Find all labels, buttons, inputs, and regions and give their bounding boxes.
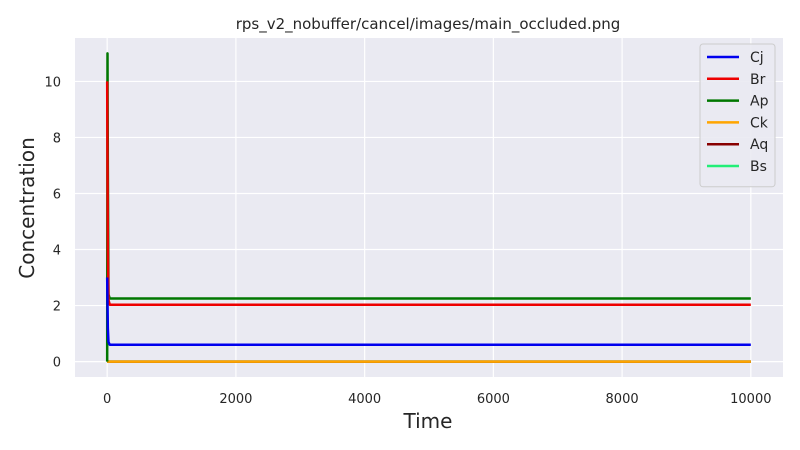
y-tick-label: 4: [53, 244, 61, 259]
x-tick-label: 6000: [477, 392, 510, 407]
x-tick-label: 8000: [606, 392, 639, 407]
legend-label-ap: Ap: [750, 94, 769, 110]
x-tick-label: 2000: [219, 392, 252, 407]
x-tick-label: 4000: [348, 392, 381, 407]
legend-label-br: Br: [750, 72, 766, 88]
x-tick-label: 10000: [730, 392, 771, 407]
y-tick-label: 6: [53, 187, 61, 202]
y-tick-label: 0: [53, 356, 61, 371]
series-lines: [105, 52, 751, 363]
y-tick-label: 8: [53, 131, 61, 146]
x-axis-label: Time: [403, 409, 453, 433]
legend: Cj Br Ap Ck Aq Bs: [699, 43, 776, 188]
y-tick-label: 2: [53, 300, 61, 315]
y-tick-label: 10: [44, 75, 61, 90]
x-tick-labels: 0 2000 4000 6000 8000 10000: [103, 392, 771, 407]
legend-label-cj: Cj: [750, 50, 764, 66]
series-line-cj: [105, 277, 751, 347]
legend-label-ck: Ck: [750, 115, 769, 131]
legend-label-aq: Aq: [750, 137, 768, 153]
chart-title: rps_v2_nobuffer/cancel/images/main_occlu…: [236, 15, 621, 34]
y-tick-labels: 0 2 4 6 8 10: [44, 75, 61, 370]
x-tick-label: 0: [103, 392, 111, 407]
y-axis-label: Concentration: [15, 137, 39, 278]
legend-label-bs: Bs: [750, 159, 767, 175]
plot-background: [75, 38, 783, 377]
